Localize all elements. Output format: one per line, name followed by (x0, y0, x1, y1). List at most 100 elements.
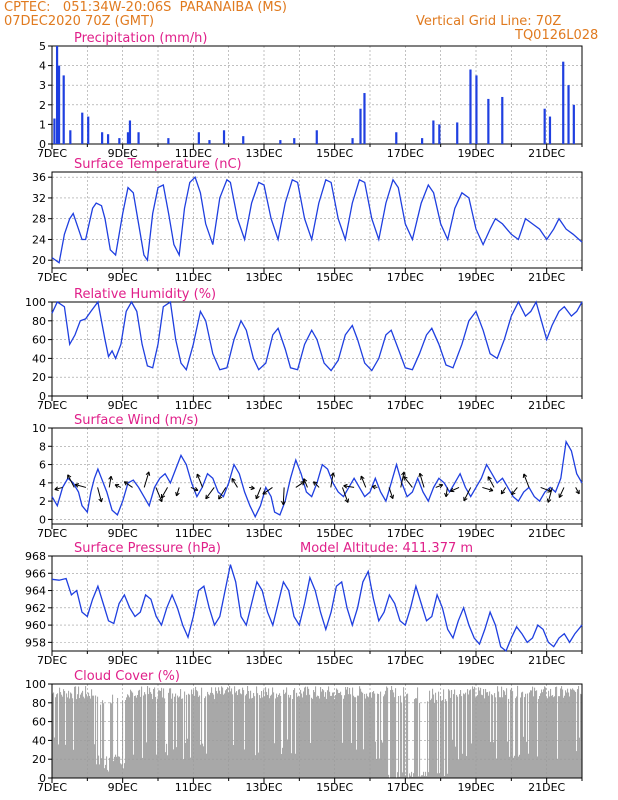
cloud-cover-bar (295, 753, 297, 778)
cloud-cover-bar (109, 757, 111, 778)
precipitation-bar (57, 65, 61, 144)
cloud-cover-bar (131, 691, 133, 778)
cloud-cover-bar (472, 686, 474, 778)
cloud-cover-bar (102, 700, 104, 778)
panel-frame (51, 555, 583, 652)
y-tick-label: 0 (39, 390, 46, 403)
cloud-cover-bar (74, 686, 76, 778)
cloud-cover-bar (491, 694, 493, 778)
cloud-cover-bar (128, 695, 130, 778)
y-tick-label: 40 (32, 734, 46, 747)
cloud-cover-bar (156, 754, 158, 778)
cloud-cover-bar (206, 753, 208, 778)
wind-direction-arrow (482, 486, 494, 492)
panel-frame (51, 427, 583, 525)
wind-direction-arrow (487, 476, 495, 488)
x-tick-label: 21DEC (528, 527, 565, 540)
wind-arrow-head (344, 498, 350, 503)
cloud-cover-bar (439, 773, 441, 778)
cloud-cover-bar (140, 696, 142, 778)
y-tick-label: 60 (32, 716, 46, 729)
temperature-series-line (51, 176, 583, 264)
cloud-cover-bar (232, 694, 234, 778)
cloud-cover-bar (287, 739, 289, 778)
wind-direction-arrow (205, 487, 215, 500)
cloud-cover-bar (288, 694, 290, 778)
cloud-cover-bar (441, 700, 443, 778)
cloud-cover-bar (523, 736, 525, 778)
wind-arrow-head (401, 471, 406, 476)
cloud-cover-bar (248, 691, 250, 778)
wind-arrow-head (67, 474, 72, 479)
cloud-cover-bar (552, 695, 554, 778)
cloud-cover-bar (475, 697, 477, 778)
wind-arrow-head (145, 471, 151, 476)
y-tick-label: 32 (32, 192, 46, 205)
cloud-cover-bar (162, 697, 164, 778)
precipitation-bar (242, 136, 245, 144)
y-tick-label: 24 (32, 233, 46, 246)
cloud-cover-bar (327, 690, 329, 778)
cloud-cover-bar (64, 691, 66, 778)
cloud-cover-bar (386, 686, 388, 778)
x-tick-label: 15DEC (316, 781, 353, 794)
cloud-cover-bar (404, 696, 406, 778)
precipitation-bar (106, 134, 110, 144)
cloud-cover-bar (393, 692, 395, 778)
cloud-cover-bar (434, 702, 436, 778)
cloud-cover-bar (545, 687, 547, 778)
cloud-cover-bar (194, 695, 196, 778)
model-altitude-label: Model Altitude: 411.377 m (300, 541, 473, 556)
cloud-cover-bar (508, 698, 510, 778)
panel-frame (51, 171, 583, 269)
cloud-cover-bar (438, 691, 440, 778)
cloud-cover-bar (505, 694, 507, 778)
x-tick-label: 21DEC (528, 781, 565, 794)
cloud-cover-bar (446, 701, 448, 778)
wind-direction-arrow (450, 486, 460, 492)
cloud-cover-bar (347, 687, 349, 778)
x-tick-label: 11DEC (175, 654, 212, 667)
cloud-cover-bar (115, 754, 117, 778)
y-tick-label: 960 (25, 619, 46, 632)
x-tick-label: 13DEC (245, 527, 282, 540)
cloud-cover-bar (233, 745, 235, 778)
cloud-cover-bar (204, 698, 206, 778)
cloud-cover-bar (367, 696, 369, 778)
wind-direction-arrow (74, 484, 87, 488)
cloud-cover-bar (195, 686, 197, 778)
cloud-cover-bar (71, 693, 73, 778)
y-tick-label: 100 (25, 296, 46, 309)
cloud-cover-bar (292, 699, 294, 778)
cloud-cover-bar (385, 690, 387, 778)
cloud-cover-bar (544, 686, 546, 778)
cloud-cover-bar (492, 695, 494, 778)
wind-direction-arrow (403, 476, 413, 488)
wind-direction-arrow (360, 475, 367, 488)
cloud-cover-bar (378, 694, 380, 778)
wind-arrow-head (511, 490, 516, 496)
humidity-series-line (51, 300, 583, 372)
wind-arrow-head (488, 487, 494, 492)
cloud-cover-bar (392, 689, 394, 778)
cloud-cover-bar (565, 690, 567, 778)
cloud-cover-bar (72, 698, 74, 778)
y-tick-label: 5 (39, 40, 46, 53)
cloud-cover-bar (119, 756, 121, 778)
wind-direction-arrow (97, 487, 102, 503)
cloud-cover-bar (575, 691, 577, 778)
cloud-cover-bar (97, 696, 99, 778)
cloud-cover-bar (258, 752, 260, 778)
cloud-cover-bar (310, 743, 312, 778)
cloud-cover-bar (277, 697, 279, 778)
cloud-cover-bar (101, 758, 103, 778)
cloud-cover-bar (356, 749, 358, 778)
wind-arrow-head (487, 476, 492, 481)
precipitation-bar (81, 112, 84, 144)
wind-direction-arrow (231, 478, 238, 488)
cloud-cover-bar (428, 772, 430, 778)
cloud-cover-bar (524, 697, 526, 778)
cloud-cover-bar (387, 687, 389, 778)
x-tick-label: 9DEC (108, 781, 138, 794)
cloud-cover-bar (95, 695, 97, 778)
